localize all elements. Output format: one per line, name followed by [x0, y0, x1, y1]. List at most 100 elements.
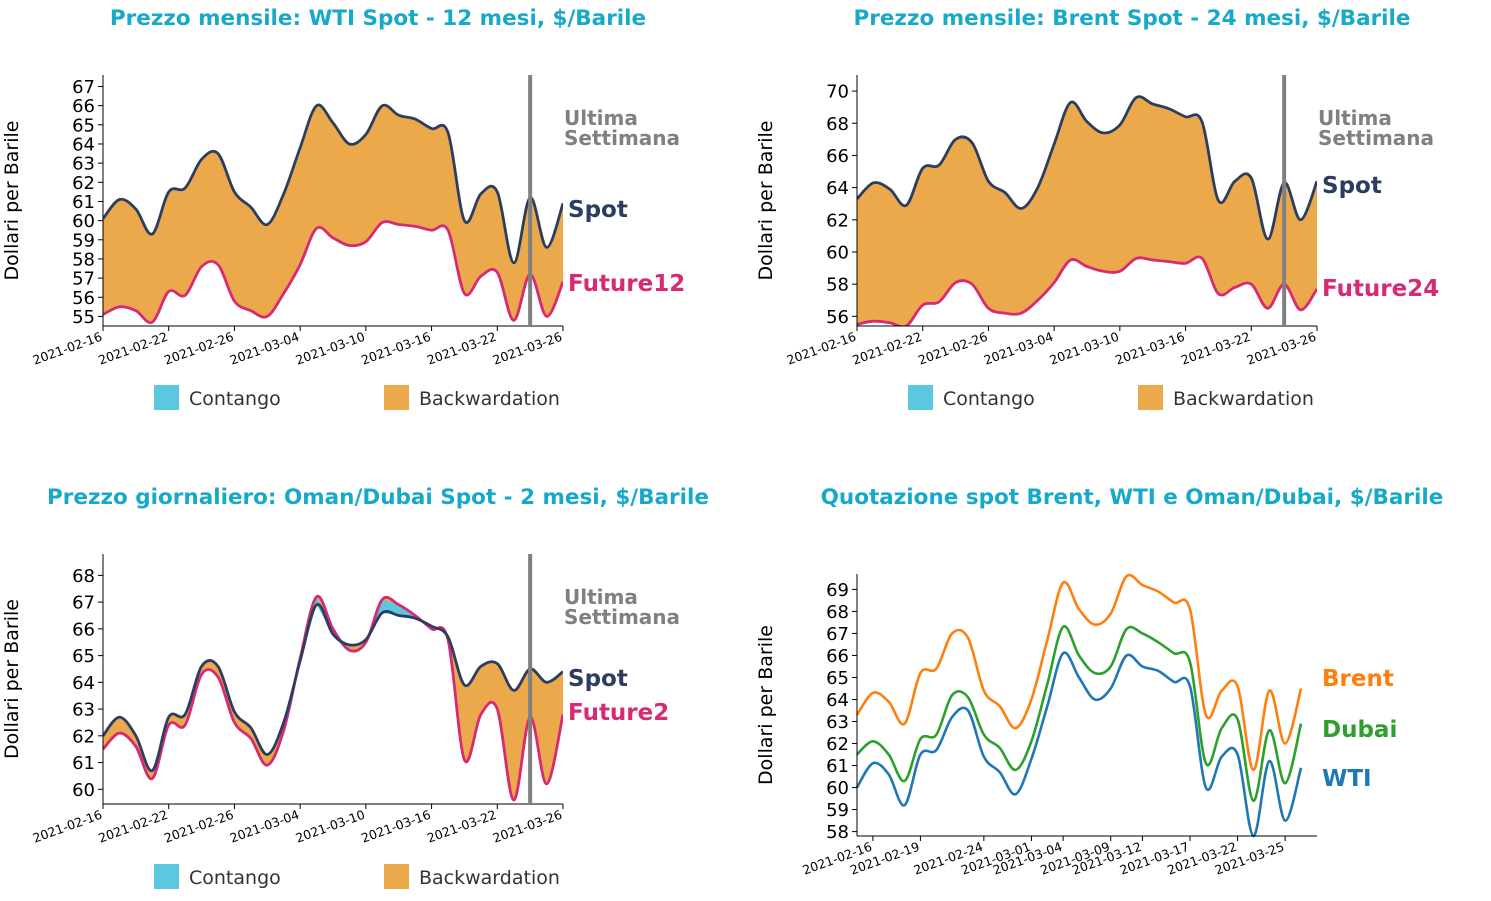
y-tick-label: 64	[72, 134, 95, 155]
y-tick-label: 64	[826, 178, 849, 199]
last-week-label-line1: Ultima	[564, 106, 638, 130]
last-week-label-line2: Settimana	[564, 126, 680, 150]
last-week-label-line2: Settimana	[1318, 126, 1434, 150]
backwardation-area	[103, 596, 563, 801]
y-tick-label: 69	[826, 580, 849, 601]
x-tick-label: 2021-02-26	[916, 329, 989, 368]
y-tick-label: 60	[826, 242, 849, 263]
y-tick-label: 63	[72, 700, 95, 721]
x-tick-label: 2021-03-26	[1245, 329, 1318, 368]
legend-contango-label: Contango	[189, 867, 281, 889]
x-tick-label: 2021-02-22	[96, 329, 169, 368]
y-tick-label: 60	[72, 780, 95, 801]
series-line-brent	[855, 573, 1303, 772]
x-tick-label: 2021-03-26	[491, 807, 564, 846]
x-tick-label: 2021-03-16	[359, 329, 432, 368]
x-tick-label: 2021-02-26	[162, 807, 235, 846]
chart-0: Prezzo mensile: WTI Spot - 12 mesi, $/Ba…	[1, 6, 685, 410]
x-tick-label: 2021-03-16	[1113, 329, 1186, 368]
y-tick-label: 58	[72, 249, 95, 270]
y-tick-label: 58	[826, 275, 849, 296]
y-tick-label: 56	[826, 307, 849, 328]
y-tick-label: 59	[826, 800, 849, 821]
chart-1: Prezzo mensile: Brent Spot - 24 mesi, $/…	[755, 6, 1439, 410]
legend-backwardation-label: Backwardation	[419, 867, 560, 889]
future-series-label: Future24	[1322, 276, 1439, 302]
legend-contango-label: Contango	[189, 388, 281, 410]
legend-backwardation-swatch	[1138, 385, 1163, 410]
x-tick-label: 2021-02-22	[96, 807, 169, 846]
legend-backwardation-label: Backwardation	[1173, 388, 1314, 410]
plot-area	[103, 595, 563, 802]
plot-area	[857, 95, 1317, 326]
x-tick-label: 2021-02-16	[31, 329, 104, 368]
x-tick-label: 2021-03-04	[982, 329, 1055, 368]
spot-line	[857, 95, 1317, 241]
legend-backwardation-swatch	[384, 864, 409, 889]
x-tick-label: 2021-03-22	[425, 807, 498, 846]
spot-line	[103, 603, 563, 772]
x-tick-label: 2021-02-16	[785, 329, 858, 368]
future-line	[857, 255, 1317, 326]
series-label-brent: Brent	[1322, 666, 1394, 692]
last-week-label-line1: Ultima	[564, 585, 638, 609]
y-axis-label: Dollari per Barile	[755, 121, 777, 281]
y-tick-label: 62	[826, 210, 849, 231]
y-tick-label: 56	[72, 288, 95, 309]
backwardation-area	[857, 96, 1317, 326]
y-tick-label: 60	[72, 211, 95, 232]
plot-area	[103, 103, 563, 325]
y-tick-label: 68	[826, 114, 849, 135]
series-line-wti	[855, 651, 1303, 838]
y-tick-label: 57	[72, 269, 95, 290]
future-series-label: Future2	[568, 700, 669, 726]
y-tick-label: 66	[826, 646, 849, 667]
legend-backwardation-swatch	[384, 385, 409, 410]
y-tick-label: 55	[72, 307, 95, 328]
x-tick-label: 2021-03-16	[359, 807, 432, 846]
y-axis-label: Dollari per Barile	[1, 599, 23, 759]
y-tick-label: 60	[826, 778, 849, 799]
spot-series-label: Spot	[568, 197, 628, 223]
x-tick-label: 2021-03-04	[228, 329, 301, 368]
x-tick-label: 2021-03-10	[293, 329, 366, 368]
y-tick-label: 62	[72, 173, 95, 194]
y-tick-label: 61	[72, 753, 95, 774]
y-tick-label: 70	[826, 82, 849, 103]
y-axis-label: Dollari per Barile	[755, 625, 777, 785]
y-tick-label: 66	[72, 96, 95, 117]
x-tick-label: 2021-03-22	[425, 329, 498, 368]
series-line-dubai	[856, 625, 1303, 803]
x-tick-label: 2021-03-04	[228, 807, 301, 846]
series-label-wti: WTI	[1322, 766, 1372, 792]
y-tick-label: 64	[72, 673, 95, 694]
y-tick-label: 68	[826, 602, 849, 623]
y-axis-label: Dollari per Barile	[1, 121, 23, 281]
y-tick-label: 66	[72, 619, 95, 640]
chart-2: Prezzo giornaliero: Oman/Dubai Spot - 2 …	[1, 485, 709, 889]
y-tick-label: 68	[72, 566, 95, 587]
y-tick-label: 67	[826, 624, 849, 645]
legend-contango-swatch	[154, 864, 179, 889]
y-tick-label: 67	[72, 593, 95, 614]
legend-contango-label: Contango	[943, 388, 1035, 410]
chart-title: Prezzo mensile: Brent Spot - 24 mesi, $/…	[853, 6, 1410, 31]
y-tick-label: 59	[72, 230, 95, 251]
spot-line	[103, 103, 563, 265]
backwardation-area	[103, 104, 563, 323]
chart-title: Prezzo giornaliero: Oman/Dubai Spot - 2 …	[47, 485, 709, 510]
y-tick-label: 63	[826, 712, 849, 733]
chart-3: Quotazione spot Brent, WTI e Oman/Dubai,…	[755, 485, 1443, 878]
chart-title: Prezzo mensile: WTI Spot - 12 mesi, $/Ba…	[110, 6, 646, 31]
y-tick-label: 66	[826, 146, 849, 167]
legend-backwardation-label: Backwardation	[419, 388, 560, 410]
x-tick-label: 2021-02-26	[162, 329, 235, 368]
y-tick-label: 62	[72, 726, 95, 747]
last-week-label-line2: Settimana	[564, 605, 680, 629]
y-tick-label: 63	[72, 154, 95, 175]
y-tick-label: 67	[72, 77, 95, 98]
legend-contango-swatch	[908, 385, 933, 410]
x-tick-label: 2021-03-10	[293, 807, 366, 846]
y-tick-label: 61	[826, 756, 849, 777]
